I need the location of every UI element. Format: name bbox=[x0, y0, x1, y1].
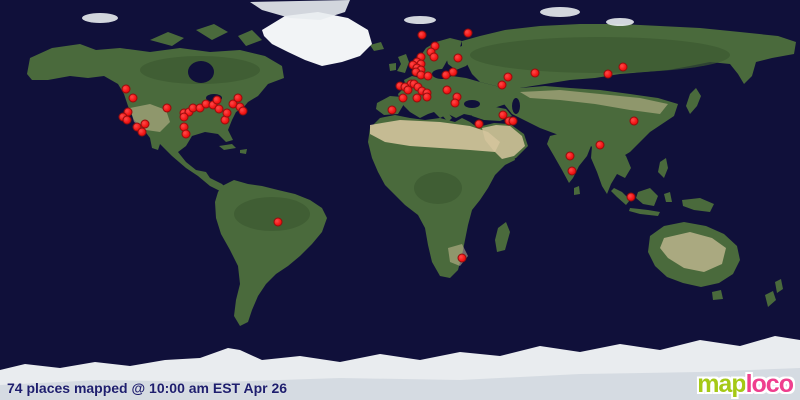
visitor-marker bbox=[629, 116, 639, 126]
visitor-marker bbox=[273, 217, 283, 227]
visitor-marker bbox=[233, 93, 243, 103]
visitor-marker bbox=[595, 140, 605, 150]
arctic-ice bbox=[82, 0, 634, 26]
visitor-marker bbox=[618, 62, 628, 72]
india bbox=[547, 132, 591, 195]
visitor-marker bbox=[474, 119, 484, 129]
visitor-marker bbox=[387, 105, 397, 115]
logo-loco-text: loco bbox=[745, 370, 794, 398]
japan bbox=[686, 88, 701, 114]
visitor-marker bbox=[503, 72, 513, 82]
italy bbox=[434, 100, 452, 122]
visitor-marker bbox=[565, 151, 575, 161]
visitor-marker bbox=[442, 85, 452, 95]
visitor-marker bbox=[497, 80, 507, 90]
visitor-marker bbox=[441, 70, 451, 80]
visitor-marker bbox=[121, 84, 131, 94]
antarctica-shading bbox=[0, 368, 800, 400]
visitor-marker bbox=[567, 166, 577, 176]
british-isles bbox=[370, 42, 409, 73]
visitor-marker bbox=[403, 85, 413, 95]
visitor-marker bbox=[238, 106, 248, 116]
visitor-marker bbox=[429, 52, 439, 62]
visitor-marker bbox=[453, 53, 463, 63]
visitor-marker bbox=[122, 115, 132, 125]
visitor-marker bbox=[222, 108, 232, 118]
maploco-logo[interactable]: maploco bbox=[697, 370, 794, 399]
visitor-marker bbox=[398, 93, 408, 103]
logo-map-text: map bbox=[697, 370, 746, 398]
visitor-marker bbox=[137, 127, 147, 137]
visitor-marker bbox=[498, 110, 508, 120]
arctic-islands bbox=[150, 24, 262, 46]
greenland bbox=[262, 12, 372, 66]
indonesia bbox=[611, 158, 714, 216]
visitor-marker bbox=[422, 92, 432, 102]
visitor-marker bbox=[128, 93, 138, 103]
visitor-marker bbox=[463, 28, 473, 38]
indochina bbox=[591, 140, 631, 194]
visitor-marker bbox=[457, 253, 467, 263]
visitor-marker bbox=[450, 98, 460, 108]
visitor-marker bbox=[603, 69, 613, 79]
visitor-marker bbox=[508, 116, 518, 126]
map-caption: 74 places mapped @ 10:00 am EST Apr 26 bbox=[7, 380, 288, 396]
visitor-marker bbox=[212, 95, 222, 105]
madagascar bbox=[495, 222, 510, 252]
visitor-marker bbox=[412, 93, 422, 103]
visitor-marker bbox=[181, 129, 191, 139]
visitor-marker bbox=[162, 103, 172, 113]
visitor-marker bbox=[423, 71, 433, 81]
caribbean-islands bbox=[219, 144, 247, 154]
visitor-marker bbox=[179, 112, 189, 122]
visitor-marker bbox=[417, 30, 427, 40]
forest-shading bbox=[140, 37, 730, 231]
visitor-marker bbox=[626, 192, 636, 202]
visitor-marker bbox=[530, 68, 540, 78]
